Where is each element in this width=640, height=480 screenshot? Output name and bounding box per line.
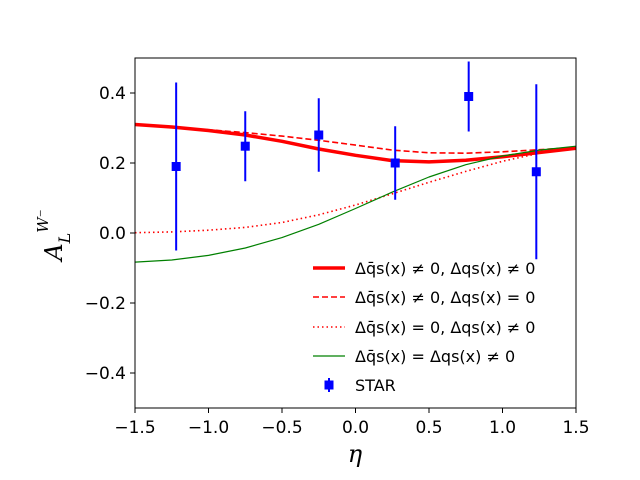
y-axis-ticks: −0.4 −0.2 0.0 0.2 0.4 [85,84,135,384]
legend-label-star: STAR [355,376,396,395]
series-layer [134,122,577,263]
legend-label-1: Δq̄s(x) ≠ 0, Δqs(x) ≠ 0 [355,259,535,278]
y-axis-label: ALW⁻ [34,209,74,262]
series-line-4 [134,145,577,263]
star-data-point [390,158,400,168]
y-tick-label: −0.2 [85,294,126,314]
star-data-point [171,162,181,171]
x-axis-label: η [348,440,363,468]
x-tick-label: 0.0 [342,418,369,438]
x-tick-label: −0.5 [261,418,302,438]
star-data-point [531,167,541,177]
x-tick-label: −1.0 [188,418,229,438]
series-line-2 [134,123,577,154]
star-data-point [464,92,474,101]
x-tick-label: 1.5 [562,418,589,438]
legend-swatch-star [324,380,334,390]
legend-label-2: Δq̄s(x) ≠ 0, Δqs(x) = 0 [355,288,535,307]
x-tick-label: 0.5 [415,418,442,438]
y-tick-label: 0.0 [99,224,126,244]
legend: Δq̄s(x) ≠ 0, Δqs(x) ≠ 0 Δq̄s(x) ≠ 0, Δqs(… [313,259,535,395]
legend-label-3: Δq̄s(x) = 0, Δqs(x) ≠ 0 [355,318,535,337]
points-layer [171,61,541,260]
svg-text:ALW⁻: ALW⁻ [34,209,74,262]
y-tick-label: −0.4 [85,364,126,384]
y-axis-label-sup: W⁻ [34,209,52,232]
star-data-point [240,141,250,151]
x-axis-ticks: −1.5 −1.0 −0.5 0.0 0.5 1.0 1.5 [114,408,590,438]
series-line-3 [134,146,577,234]
y-axis-label-sub: L [55,233,74,245]
series-line-1 [134,122,577,164]
legend-label-4: Δq̄s(x) = Δqs(x) ≠ 0 [355,347,515,366]
x-tick-label: −1.5 [114,418,155,438]
y-axis-label-main: A [40,243,68,262]
star-data-point [314,130,324,140]
x-tick-label: 1.0 [489,418,516,438]
y-tick-label: 0.4 [99,84,126,104]
y-tick-label: 0.2 [99,154,126,174]
